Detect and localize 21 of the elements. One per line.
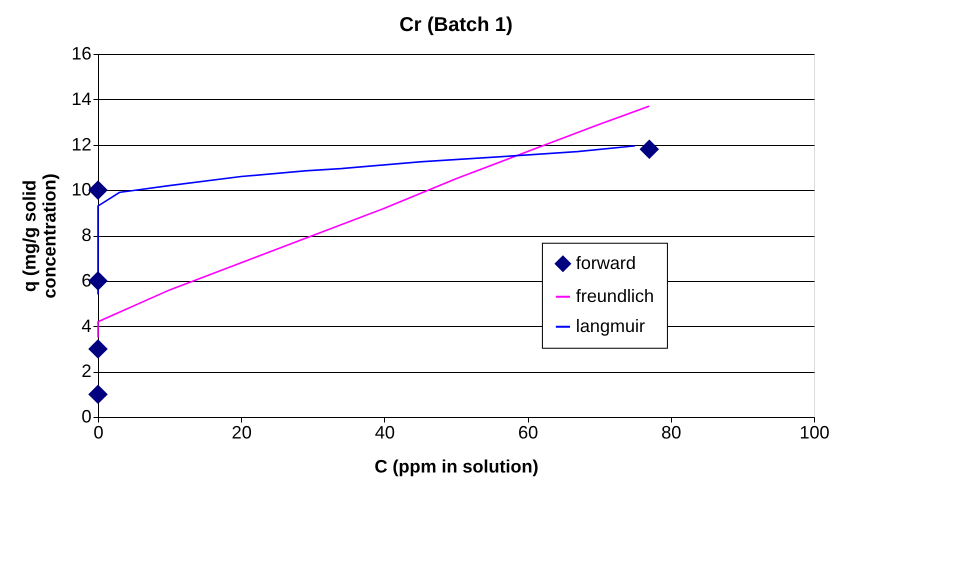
legend-label: forward	[576, 252, 636, 273]
legend-label: langmuir	[576, 316, 645, 336]
x-axis-title: C (ppm in solution)	[374, 456, 538, 476]
x-tick-label: 100	[799, 422, 830, 442]
x-tick-label: 60	[518, 422, 538, 442]
legend-label: freundlich	[576, 286, 654, 306]
x-tick-label: 80	[661, 422, 682, 442]
y-tick-label: 14	[71, 88, 92, 109]
y-tick-label: 4	[81, 316, 92, 336]
point	[640, 140, 660, 160]
y-tick-label: 8	[81, 225, 92, 245]
x-tick-label: 20	[232, 422, 252, 442]
y-axis-title: q (mg/g solid concentration)	[19, 173, 60, 299]
point	[88, 384, 108, 404]
y-tick-label: 16	[71, 44, 92, 64]
y-tick-label: 0	[81, 406, 92, 426]
y-tick-label: 12	[71, 134, 92, 154]
x-tick-label: 40	[374, 422, 395, 442]
chart-title: Cr (Batch 1)	[399, 14, 513, 36]
point	[88, 339, 108, 359]
y-tick-label: 2	[81, 361, 92, 382]
